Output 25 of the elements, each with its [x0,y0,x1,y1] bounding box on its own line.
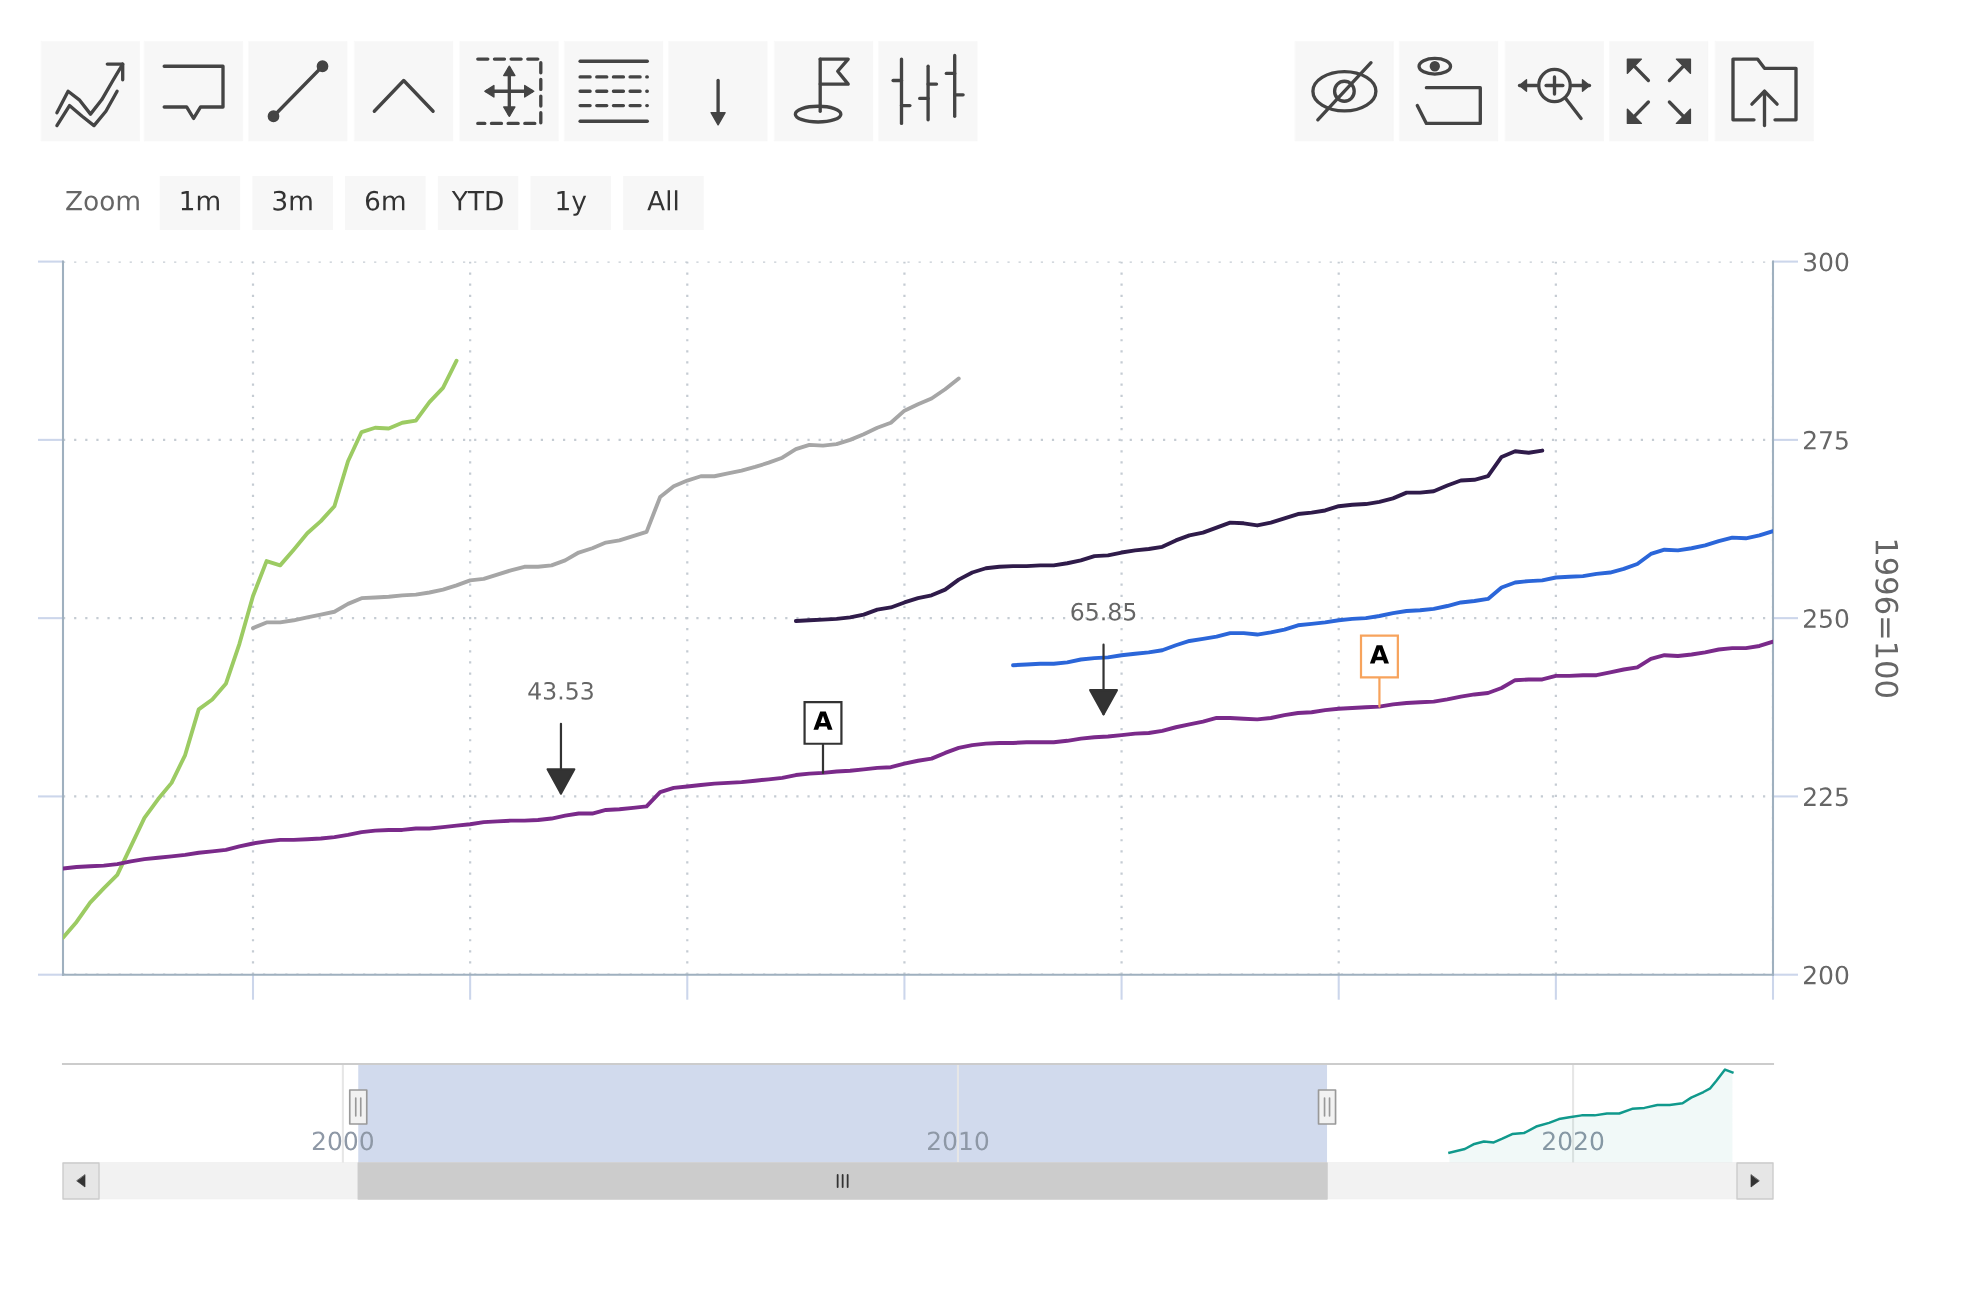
y-tick-label: 275 [1804,430,1848,450]
text: 1m [181,191,219,211]
line-series [793,448,1545,623]
text: 6m [365,190,405,211]
data-label: A [1369,645,1389,664]
text: Zoom [66,191,139,211]
annotation: 43.53 [528,681,593,700]
y-tick-label: 200 [1804,965,1849,985]
text: 1y [557,191,587,216]
text: All [647,190,678,211]
annotation: 65.85 [1071,602,1136,621]
text: 3m [273,190,312,211]
line-series [251,376,961,631]
y-tick-label: 225 [1804,787,1848,807]
x-tick-label: 2010 [928,1131,989,1151]
y-axis-title: 1996=100 [1875,540,1899,697]
x-tick-label: 2020 [1543,1131,1604,1151]
text: YTD [451,191,503,211]
line-series [1011,529,1773,668]
line-series [63,639,1773,871]
x-tick-label: 2000 [312,1131,374,1151]
y-tick-label: 250 [1804,609,1849,628]
data-label: A [813,711,833,730]
line-series [63,358,459,940]
y-tick-label: 300 [1804,252,1849,272]
